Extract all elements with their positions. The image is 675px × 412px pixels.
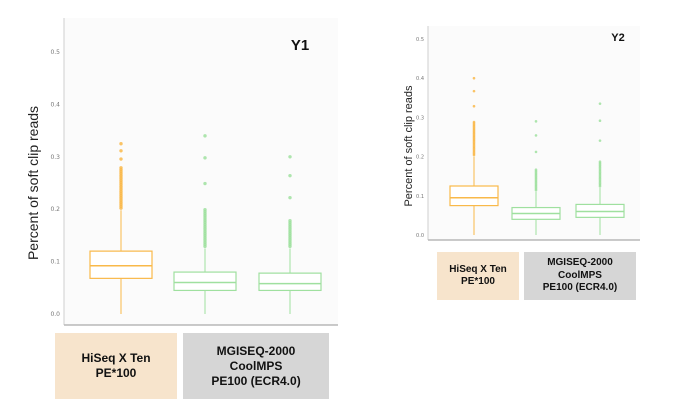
box-1 <box>449 76 499 235</box>
outlier-point <box>534 134 538 137</box>
chart-panel-y1: 0.0 0.1 0.2 0.3 0.4 0.5 Y1 Percent of soft clip… <box>25 18 338 326</box>
group-label-1: HiSeq X Ten PE*100 <box>55 333 177 399</box>
y-tick-label: 0.4 <box>50 101 60 108</box>
outlier-point <box>119 142 123 146</box>
group-label-text: MGISEQ-2000 CoolMPS PE100 (ECR4.0) <box>542 257 618 294</box>
box-iqr <box>173 271 237 292</box>
group-label-text: HiSeq X Ten PE*100 <box>81 351 151 380</box>
outlier-point <box>203 208 207 212</box>
chart-title: Y1 <box>291 37 309 54</box>
y-tick-label: 0.4 <box>416 76 424 82</box>
outlier-point <box>472 104 476 108</box>
y-tick-label: 0.2 <box>50 206 60 213</box>
y-tick-label: 0.5 <box>50 49 60 56</box>
outlier-point <box>472 89 476 93</box>
box-3 <box>258 155 322 314</box>
box-3 <box>575 102 625 235</box>
outlier-point <box>288 155 292 159</box>
outlier-point <box>598 139 602 142</box>
outlier-point <box>288 173 292 178</box>
box-1 <box>89 142 153 314</box>
group-label-2: MGISEQ-2000 CoolMPS PE100 (ECR4.0) <box>183 333 329 399</box>
outlier-point <box>472 120 476 124</box>
box-2 <box>173 134 237 314</box>
group-label-1: HiSeq X Ten PE*100 <box>437 252 519 300</box>
outlier-point <box>119 149 123 153</box>
outlier-point <box>288 195 292 200</box>
y-tick-label: 0.1 <box>416 194 424 200</box>
outlier-point <box>534 120 538 123</box>
y-tick-label: 0.5 <box>416 37 424 43</box>
outlier-point <box>288 219 292 223</box>
box-iqr <box>89 250 153 279</box>
chart-panel-y2: 0.0 0.1 0.2 0.3 0.4 0.5 Y2 Percent of soft clip… <box>403 26 640 241</box>
outlier-point <box>119 166 123 170</box>
outlier-point <box>119 157 123 161</box>
y-tick-label: 0.0 <box>416 233 424 239</box>
outlier-point <box>472 76 476 80</box>
outlier-point <box>534 168 538 172</box>
y-tick-label: 0.3 <box>50 154 60 161</box>
outlier-point <box>203 181 207 186</box>
box-2 <box>511 120 561 235</box>
y-tick-label: 0.3 <box>416 115 424 121</box>
group-label-2: MGISEQ-2000 CoolMPS PE100 (ECR4.0) <box>524 252 636 300</box>
group-label-text: MGISEQ-2000 CoolMPS PE100 (ECR4.0) <box>211 343 301 388</box>
box-iqr <box>449 185 499 207</box>
outlier-point <box>203 134 207 138</box>
y-axis-label: Percent of soft clip reads <box>25 106 41 260</box>
box-iqr <box>258 272 322 292</box>
y-tick-label: 0.0 <box>50 311 60 318</box>
group-label-text: HiSeq X Ten PE*100 <box>449 263 507 288</box>
y-tick-label: 0.1 <box>50 259 60 266</box>
outlier-point <box>203 156 207 160</box>
outlier-point <box>598 119 602 123</box>
chart-title: Y2 <box>611 32 624 44</box>
outlier-point <box>598 160 602 163</box>
y-tick-label: 0.2 <box>416 155 424 161</box>
outlier-point <box>534 150 538 154</box>
outlier-point <box>598 102 602 105</box>
y-axis-label: Percent of soft clip reads <box>403 85 415 207</box>
